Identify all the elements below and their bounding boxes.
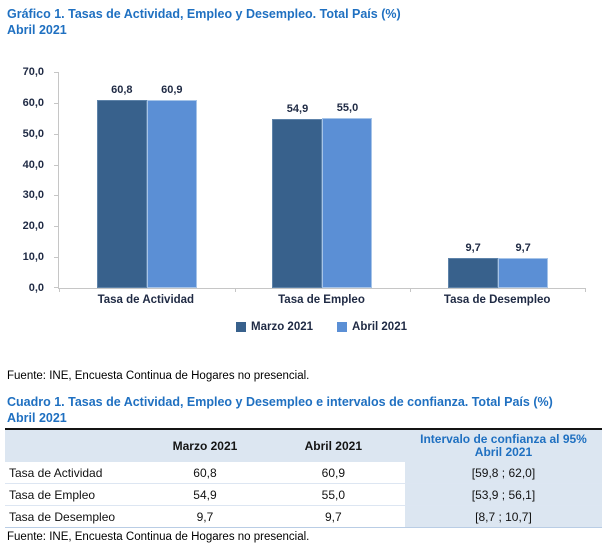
y-axis-tick	[54, 226, 59, 228]
chart-title-line1: Gráfico 1. Tasas de Actividad, Empleo y …	[7, 7, 401, 21]
bar-value-label: 60,9	[161, 84, 183, 97]
bar-abril-2021-tasa-de-empleo: 55,0	[322, 102, 373, 288]
y-axis-tick-label: 40,0	[22, 158, 44, 171]
bar-value-label: 54,9	[286, 102, 309, 115]
category-label-tasa-de-actividad: Tasa de Actividad	[97, 294, 195, 306]
chart-title-line2: Abril 2021	[7, 23, 67, 37]
bar-marzo-2021-tasa-de-empleo: 54,9	[272, 103, 323, 288]
bar-value-label: 55,0	[336, 102, 359, 115]
table-title-line1: Cuadro 1. Tasas de Actividad, Empleo y D…	[7, 395, 553, 409]
y-axis-tick	[54, 72, 59, 73]
bar-value-label: 60,8	[111, 84, 133, 97]
y-axis-tick	[54, 195, 59, 197]
bar-group-tasa-de-desempleo: 9,7 9,7	[448, 72, 549, 288]
cell-marzo: 9,7	[148, 505, 262, 528]
chart-legend: Marzo 2021 Abril 2021	[58, 321, 585, 333]
y-axis-tick-label: 50,0	[22, 127, 44, 140]
cell-marzo: 60,8	[148, 462, 262, 484]
y-axis-tick-label: 0,0	[28, 282, 44, 294]
row-label: Tasa de Desempleo	[5, 505, 149, 528]
table-source-note: Fuente: INE, Encuesta Continua de Hogare…	[7, 531, 310, 543]
chart-title: Gráfico 1. Tasas de Actividad, Empleo y …	[7, 6, 599, 38]
row-label: Tasa de Empleo	[5, 483, 149, 506]
bar-abril-2021-tasa-de-desempleo: 9,7	[498, 242, 549, 288]
y-axis-tick-label: 60,0	[22, 96, 44, 109]
bar-group-tasa-de-empleo: 54,9 55,0	[272, 72, 373, 288]
table-title: Cuadro 1. Tasas de Actividad, Empleo y D…	[7, 394, 599, 426]
table-header-row: Marzo 2021 Abril 2021 Intervalo de confian…	[5, 429, 602, 462]
table-row-tasa-de-desempleo: Tasa de Desempleo 9,7 9,7 [8,7 ; 10,7]	[5, 505, 602, 528]
bar-marzo-2021-tasa-de-actividad: 60,8	[96, 84, 147, 288]
x-axis-labels: Tasa de Actividad Tasa de Empleo Tasa de D…	[58, 294, 585, 306]
table-corner-cell	[5, 429, 149, 462]
y-axis-tick-label: 10,0	[22, 251, 44, 264]
bar-marzo-2021-tasa-de-desempleo: 9,7	[448, 242, 499, 288]
data-table-block: Marzo 2021 Abril 2021 Intervalo de confian…	[5, 428, 602, 543]
y-axis-tick	[54, 102, 59, 104]
y-axis-tick	[54, 257, 59, 259]
y-axis-tick	[54, 287, 59, 288]
column-header-marzo-2021: Marzo 2021	[148, 429, 262, 462]
x-axis-tick	[585, 288, 586, 292]
legend-item-marzo-2021: Marzo 2021	[236, 321, 313, 333]
bar-chart: 0,0 10,0 20,0 30,0 40,0 50,0 60,0 70,0 60,8 60,9…	[0, 58, 607, 348]
bar-group-tasa-de-actividad: 60,8 60,9	[96, 72, 197, 288]
cell-intervalo: [53,9 ; 56,1]	[404, 483, 602, 506]
legend-swatch-marzo-2021	[236, 322, 246, 332]
y-axis-tick-label: 20,0	[22, 220, 44, 233]
legend-item-abril-2021: Abril 2021	[337, 321, 407, 333]
table-body: Tasa de Actividad 60,8 60,9 [59,8 ; 62,0] Ta…	[5, 462, 602, 528]
cell-intervalo: [59,8 ; 62,0]	[404, 462, 602, 484]
data-table: Marzo 2021 Abril 2021 Intervalo de confian…	[5, 428, 602, 528]
cell-abril: 9,7	[261, 505, 405, 528]
chart-source-note: Fuente: INE, Encuesta Continua de Hogare…	[7, 370, 310, 382]
y-axis: 0,0 10,0 20,0 30,0 40,0 50,0 60,0 70,0	[0, 66, 52, 294]
column-header-abril-2021: Abril 2021	[261, 429, 405, 462]
x-axis-tick	[234, 288, 236, 292]
legend-label: Abril 2021	[352, 321, 407, 333]
plot-area: 60,8 60,9 54,9 55,0 9,7 9,7	[54, 72, 586, 292]
cell-intervalo: [8,7 ; 10,7]	[404, 505, 602, 528]
cell-abril: 55,0	[261, 483, 405, 506]
bar-abril-2021-tasa-de-actividad: 60,9	[146, 84, 197, 288]
y-axis-tick-label: 70,0	[22, 66, 44, 78]
legend-swatch-abril-2021	[337, 322, 348, 332]
table-row-tasa-de-empleo: Tasa de Empleo 54,9 55,0 [53,9 ; 56,1]	[5, 483, 602, 506]
legend-label: Marzo 2021	[251, 321, 314, 333]
y-axis-tick	[54, 164, 59, 166]
x-axis-tick	[410, 288, 412, 292]
bar-value-label: 9,7	[515, 242, 531, 255]
y-axis-tick-label: 30,0	[22, 189, 44, 202]
table-title-line2: Abril 2021	[7, 411, 67, 425]
cell-abril: 60,9	[261, 462, 405, 484]
row-label: Tasa de Actividad	[5, 462, 149, 484]
y-axis-tick	[54, 133, 59, 135]
category-label-tasa-de-empleo: Tasa de Empleo	[278, 294, 365, 306]
cell-marzo: 54,9	[148, 483, 262, 506]
category-label-tasa-de-desempleo: Tasa de Desempleo	[443, 294, 551, 306]
bar-value-label: 9,7	[465, 242, 481, 255]
column-header-intervalo-de-confianza-al-95-: Intervalo de confianza al 95% Abril 2021	[404, 429, 602, 462]
x-axis-tick	[59, 288, 60, 292]
table-row-tasa-de-actividad: Tasa de Actividad 60,8 60,9 [59,8 ; 62,0]	[5, 462, 602, 484]
